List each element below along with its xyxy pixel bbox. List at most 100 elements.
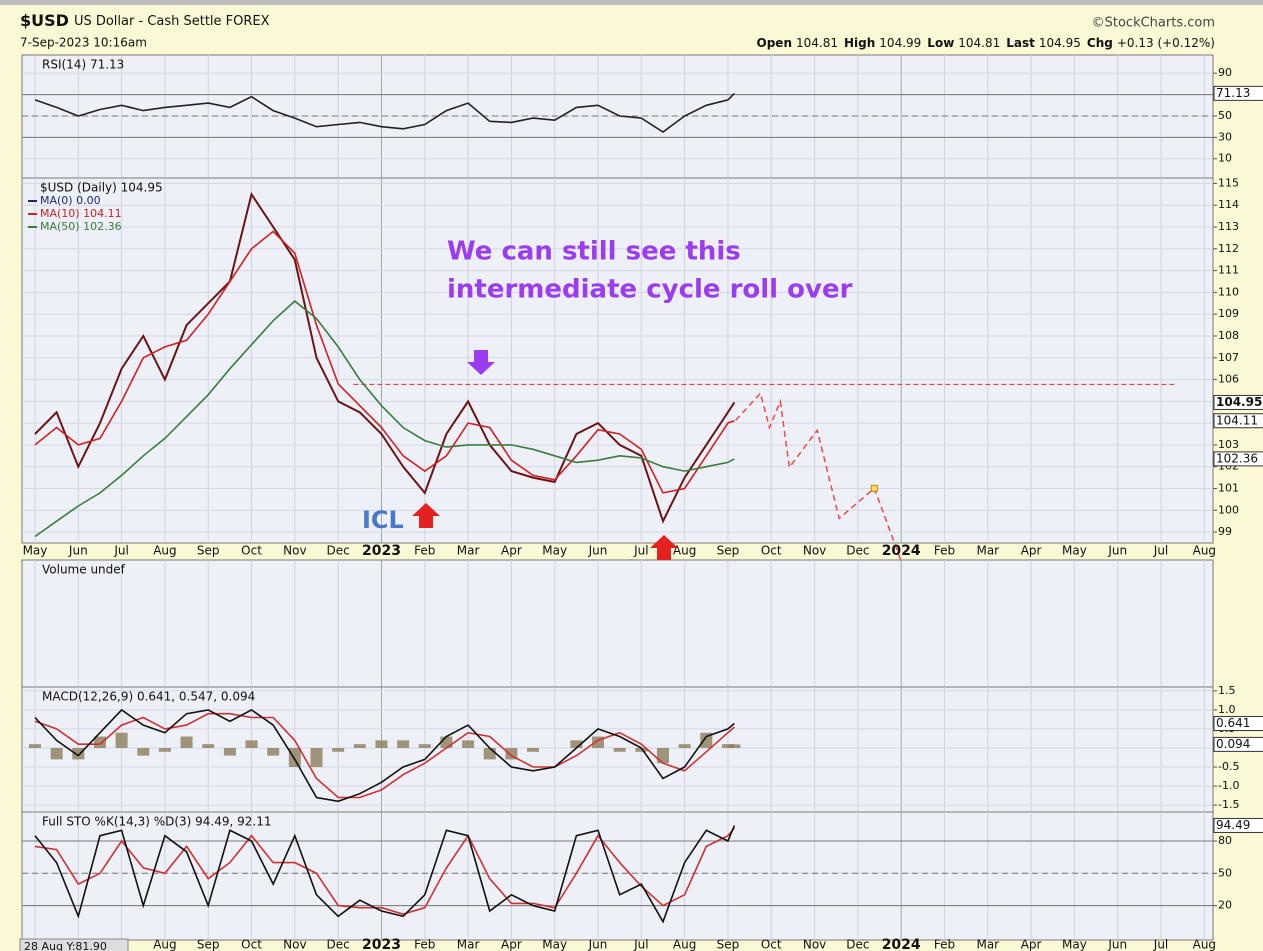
histogram-bar	[310, 747, 323, 768]
x-tick-label: Oct	[241, 938, 262, 951]
last-value-label: 104.11	[1216, 413, 1258, 427]
x-tick-label: Jul	[633, 938, 648, 951]
arrow-up	[412, 503, 440, 528]
last-value-label: 0.641	[1216, 716, 1250, 730]
series-line	[34, 92, 735, 133]
histogram-bar	[375, 740, 388, 748]
histogram-bar	[592, 736, 605, 748]
quote-value: +0.13 (+0.12%)	[1117, 36, 1215, 50]
x-tick-label: Oct	[241, 544, 262, 558]
quote-label: Open	[757, 36, 792, 50]
quote-value: 104.95	[1039, 36, 1081, 50]
histogram-bar	[505, 747, 518, 760]
histogram-bar	[656, 747, 669, 764]
quote-label: Low	[927, 36, 954, 50]
date: 7-Sep-2023 10:16am	[20, 36, 147, 50]
x-tick-label: Feb	[934, 544, 955, 558]
quote-label: Chg	[1087, 36, 1113, 50]
projection-line	[735, 391, 923, 618]
last-value-box	[1213, 413, 1263, 429]
y-tick-label: 80	[1218, 834, 1232, 847]
x-tick-label: 2023	[362, 937, 401, 951]
legend-entry: MA(50) 102.36	[40, 220, 122, 233]
annotation: intermediate cycle roll over	[447, 275, 853, 305]
histogram-bar	[245, 740, 258, 748]
histogram-bar	[72, 747, 85, 760]
y-tick-label: 110	[1218, 285, 1239, 298]
x-tick-label: May	[23, 544, 48, 558]
histogram-bar	[728, 744, 741, 748]
histogram-bar	[353, 744, 366, 748]
x-tick-label: Nov	[283, 544, 306, 558]
x-tick-label: Feb	[414, 544, 435, 558]
histogram-bar	[613, 747, 626, 752]
y-tick-label: 111	[1218, 264, 1239, 277]
histogram-bar	[635, 747, 648, 752]
histogram-bar	[28, 744, 41, 748]
x-tick-label: Jun	[588, 544, 608, 558]
y-tick-label: 20	[1218, 899, 1232, 912]
series-line	[34, 191, 736, 524]
series-line	[34, 230, 735, 494]
toolbar-strip	[0, 0, 1263, 5]
quote-label: High	[844, 36, 875, 50]
y-tick-label: 114	[1218, 198, 1239, 211]
histogram-bar	[397, 740, 410, 748]
x-tick-label: Feb	[414, 938, 435, 951]
histogram-bar	[137, 747, 150, 756]
x-tick-label: Apr	[1021, 544, 1042, 558]
panel-title: RSI(14) 71.13	[42, 58, 124, 72]
histogram-bar	[50, 747, 63, 760]
y-tick-label: 106	[1218, 373, 1239, 386]
histogram-bar	[527, 747, 540, 752]
histogram-bar	[462, 740, 475, 748]
series-line	[34, 708, 735, 803]
arrow-down	[467, 350, 495, 375]
y-tick-label: 109	[1218, 307, 1239, 320]
panel-bg	[21, 559, 1214, 688]
x-tick-label: Aug	[1193, 938, 1216, 951]
panel-bg	[21, 811, 1214, 941]
x-tick-label: Nov	[803, 938, 826, 951]
cursor-box	[19, 938, 129, 951]
panel-title: Full STO %K(14,3) %D(3) 94.49, 92.11	[42, 815, 272, 829]
panel-bg	[21, 54, 1214, 179]
legend-entry: MA(0) 0.00	[40, 194, 101, 207]
histogram-bar	[158, 747, 171, 752]
histogram-bar	[93, 736, 106, 748]
x-tick-label: Oct	[761, 544, 782, 558]
histogram-bar	[483, 747, 496, 760]
last-value-label: 71.13	[1216, 86, 1250, 100]
histogram-bar	[202, 744, 215, 748]
histogram-bar	[440, 736, 453, 748]
x-tick-label: Dec	[327, 544, 350, 558]
last-value-label: 104.95	[1216, 395, 1262, 409]
x-tick-label: Dec	[327, 938, 350, 951]
quote-value: 104.99	[879, 36, 921, 50]
symbol: $USD	[20, 11, 69, 30]
x-tick-label: Jun	[1107, 544, 1127, 558]
x-tick-label: Jul	[633, 544, 648, 558]
x-tick-label: May	[542, 938, 567, 951]
x-tick-label: Sep	[717, 544, 740, 558]
x-tick-label: Mar	[457, 938, 480, 951]
x-tick-label: Mar	[976, 544, 999, 558]
y-tick-label: 1.5	[1218, 684, 1236, 697]
y-tick-label: 50	[1218, 109, 1232, 122]
series-line	[34, 825, 736, 924]
y-tick-label: 90	[1218, 66, 1232, 79]
panel-title: MACD(12,26,9) 0.641, 0.547, 0.094	[42, 690, 255, 704]
y-tick-label: 107	[1218, 351, 1239, 364]
y-tick-label: 1.0	[1218, 703, 1236, 716]
x-tick-label: Dec	[846, 544, 869, 558]
annotation: We can still see this	[447, 237, 741, 267]
x-tick-label: Jul	[1153, 544, 1168, 558]
y-tick-label: 101	[1218, 482, 1239, 495]
arrow-up	[650, 535, 678, 560]
x-tick-label: Apr	[1021, 938, 1042, 951]
panels: 1030507090RSI(14) 71.1399100101102103104…	[21, 54, 1263, 951]
panel-title: Volume undef	[42, 563, 126, 577]
last-value-label: 102.36	[1216, 451, 1258, 465]
y-tick-label: 50	[1218, 866, 1232, 879]
last-value-box	[1213, 716, 1263, 732]
